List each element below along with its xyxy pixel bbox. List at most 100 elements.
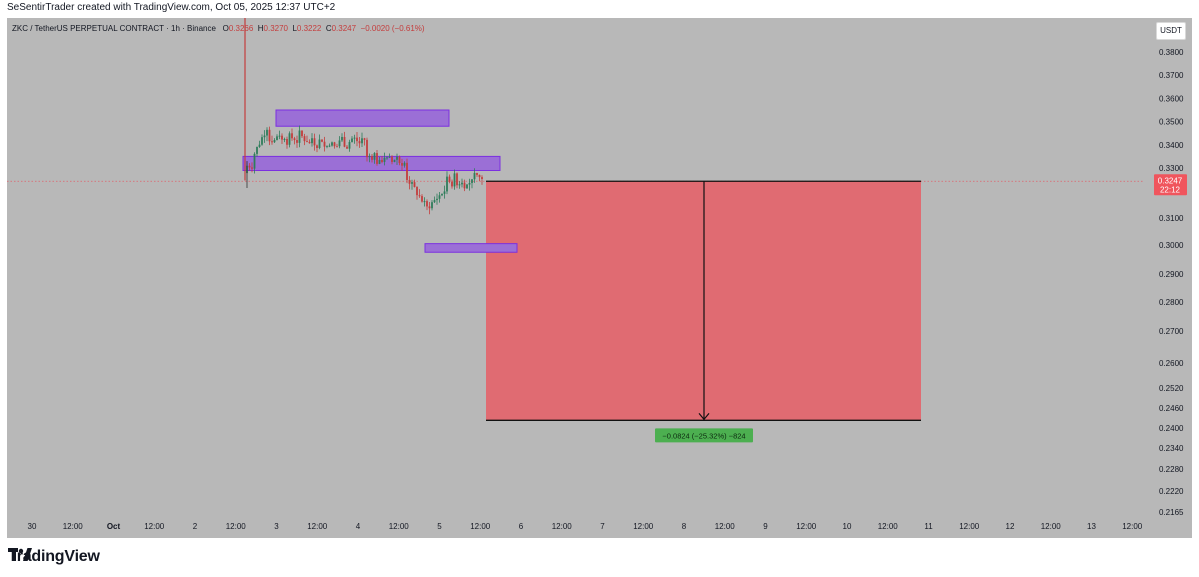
candle-body xyxy=(436,198,438,201)
y-tick-label: 0.2520 xyxy=(1159,384,1184,393)
high-value: 0.3270 xyxy=(263,24,288,33)
price-change: −0.0020 (−0.61%) xyxy=(360,24,425,33)
candle-body xyxy=(308,141,311,144)
candle-body xyxy=(386,157,388,159)
candle-body xyxy=(378,159,381,164)
chart-frame[interactable]: ZKC / TetherUS PERPETUAL CONTRACT · 1h ·… xyxy=(7,18,1192,538)
candle-body xyxy=(461,182,463,185)
candle-body xyxy=(391,156,393,162)
candle-body xyxy=(453,173,456,187)
candle-body xyxy=(451,181,453,187)
candle-body xyxy=(433,200,436,203)
candle-body xyxy=(306,141,308,143)
candle-body xyxy=(333,142,336,147)
candle-body xyxy=(338,140,341,147)
x-tick-label: 12:00 xyxy=(796,522,817,531)
x-tick-label: 2 xyxy=(193,522,198,531)
last-price-tag xyxy=(1154,174,1187,196)
candle-body xyxy=(423,201,426,203)
measure-arrow-head xyxy=(698,412,710,421)
chart-author-header: SeSentirTrader created with TradingView.… xyxy=(7,2,336,13)
zone-resistance xyxy=(275,109,450,127)
candle-body xyxy=(401,163,403,166)
currency-button[interactable]: USDT xyxy=(1156,22,1186,40)
candle-body xyxy=(313,138,316,146)
candle-body xyxy=(251,167,253,169)
candle-body xyxy=(326,145,328,147)
candle-body xyxy=(286,138,288,145)
x-tick-label: 12:00 xyxy=(633,522,654,531)
candle-body xyxy=(426,201,428,207)
x-tick-label: 3 xyxy=(274,522,279,531)
candle-body xyxy=(268,129,271,142)
candle-body xyxy=(316,145,318,148)
y-tick-label: 0.3300 xyxy=(1159,164,1184,173)
candle-body xyxy=(336,146,338,148)
low-value: 0.3222 xyxy=(296,24,322,33)
candle-body xyxy=(321,139,323,142)
candle-body xyxy=(468,182,471,185)
symbol-info-line: ZKC / TetherUS PERPETUAL CONTRACT · 1h ·… xyxy=(12,24,425,33)
candle-body xyxy=(331,142,333,146)
y-tick-label: 0.3800 xyxy=(1159,48,1184,57)
candle-body xyxy=(328,145,331,147)
candle-body xyxy=(411,182,413,184)
candle-body xyxy=(256,146,258,154)
x-tick-label: 12:00 xyxy=(470,522,491,531)
x-tick-label: 10 xyxy=(843,522,852,531)
candle-body xyxy=(406,162,408,181)
candle-body xyxy=(393,159,396,162)
candle-body xyxy=(446,176,448,192)
candle-body xyxy=(263,135,266,138)
candle-body xyxy=(466,184,468,189)
x-tick-label: 12:00 xyxy=(389,522,410,531)
high-label: H xyxy=(257,24,264,33)
x-tick-label: 12:00 xyxy=(878,522,899,531)
candle-body xyxy=(276,136,278,140)
candle-body xyxy=(351,138,353,142)
x-tick-label: 12:00 xyxy=(63,522,84,531)
candle-body xyxy=(271,141,273,143)
y-tick-label: 0.3100 xyxy=(1159,214,1184,223)
x-tick-label: 12:00 xyxy=(959,522,980,531)
tradingview-logo-icon xyxy=(8,548,32,561)
candle-body xyxy=(341,136,343,141)
y-tick-label: 0.2220 xyxy=(1159,487,1184,496)
y-tick-label: 0.3600 xyxy=(1159,94,1184,103)
candle-body xyxy=(343,136,346,147)
candle-body xyxy=(346,146,348,149)
candle-body xyxy=(458,184,461,186)
y-tick-label: 0.2165 xyxy=(1159,508,1184,517)
candle-body xyxy=(371,156,373,160)
x-tick-label: 12:00 xyxy=(226,522,247,531)
candle-body xyxy=(403,162,406,166)
x-tick-label: 12:00 xyxy=(715,522,736,531)
candle-body xyxy=(463,182,466,189)
x-tick-label: 6 xyxy=(519,522,524,531)
candle-body xyxy=(258,144,261,147)
candle-body xyxy=(303,136,306,142)
candle-body xyxy=(431,202,433,209)
candle-body xyxy=(353,137,356,139)
x-tick-label: 12 xyxy=(1006,522,1015,531)
candle-body xyxy=(413,182,416,187)
x-tick-label: Oct xyxy=(107,522,121,531)
zone-demand xyxy=(424,243,518,253)
x-tick-label: 7 xyxy=(600,522,605,531)
tradingview-brand: TradingView xyxy=(8,548,100,565)
price-chart-svg[interactable]: −0.0824 (−25.32%) −824 0.3800 0.3700 0.3600… xyxy=(7,18,1192,538)
x-tick-label: 9 xyxy=(763,522,768,531)
candle-body xyxy=(381,159,383,162)
x-tick-label: 4 xyxy=(356,522,361,531)
candle-body xyxy=(323,141,326,147)
candle-body xyxy=(301,130,303,137)
y-tick-label: 0.3500 xyxy=(1159,118,1184,127)
candle-body xyxy=(481,177,483,179)
candle-body xyxy=(368,156,371,158)
candle-body xyxy=(398,156,401,164)
candle-body xyxy=(441,193,443,196)
y-tick-label: 0.3000 xyxy=(1159,241,1184,250)
last-price-value: 0.3247 xyxy=(1158,176,1183,185)
candle-body xyxy=(356,137,358,142)
candle-body xyxy=(363,138,366,140)
